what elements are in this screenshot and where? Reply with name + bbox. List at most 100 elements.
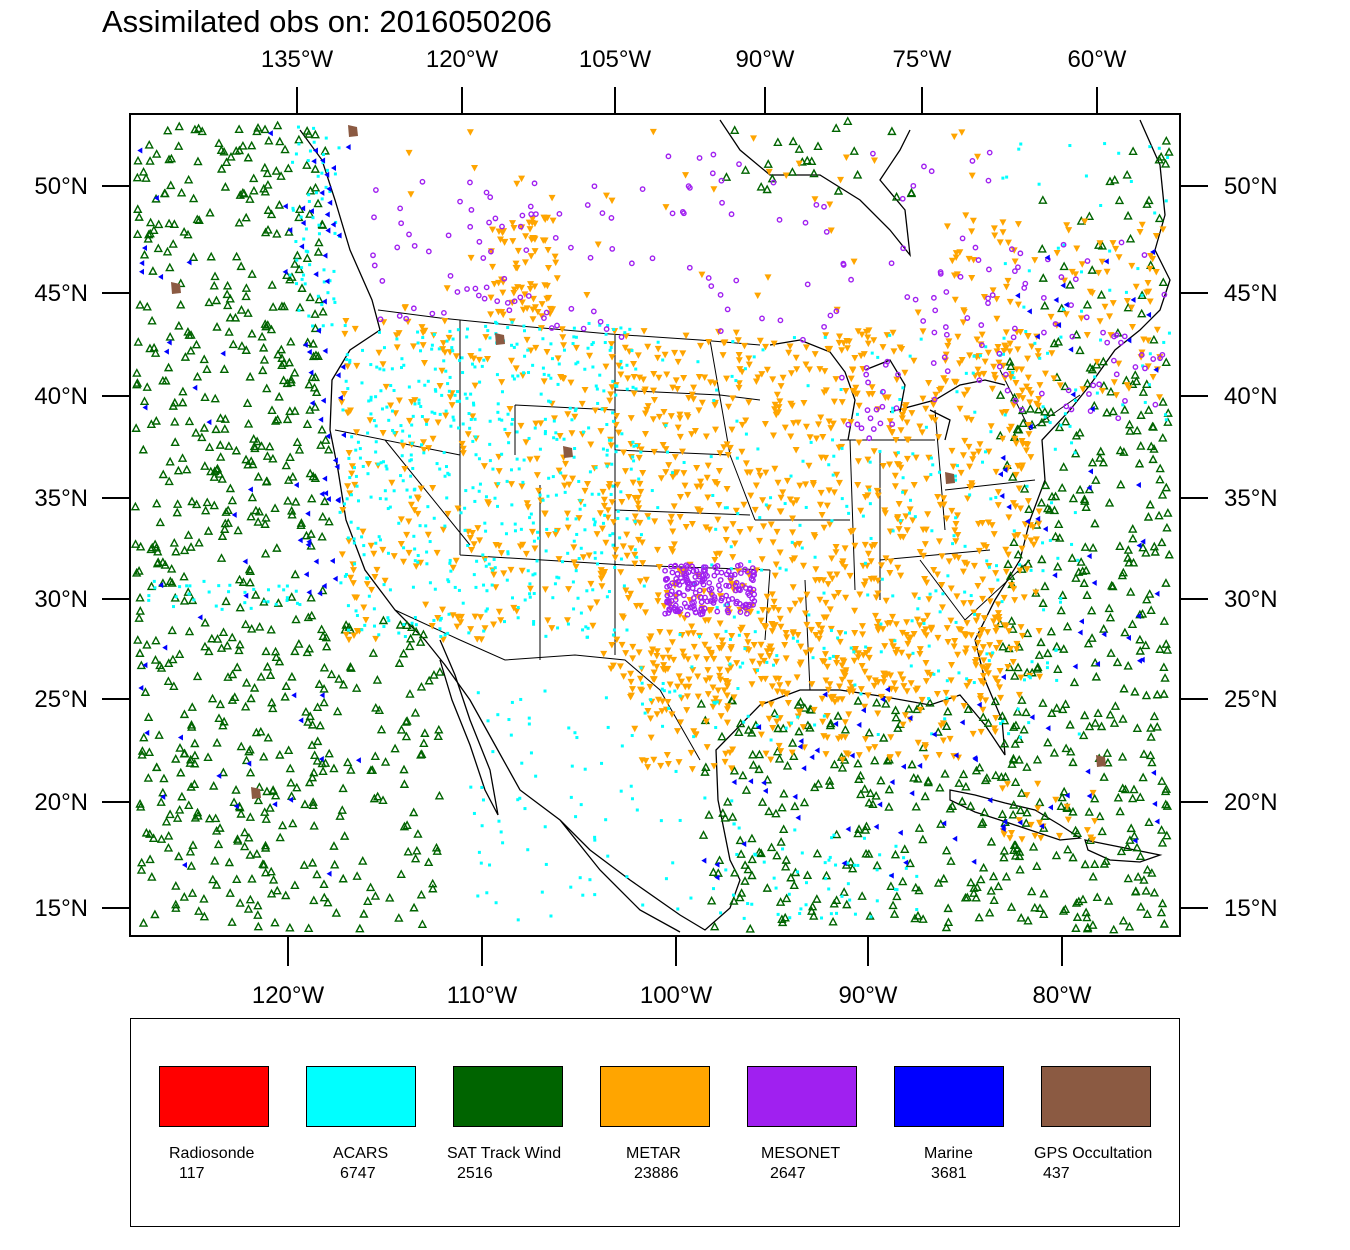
- mesonet-marker: [667, 563, 674, 570]
- sat-track-wind-marker: [860, 784, 870, 793]
- acars-marker: [791, 636, 795, 640]
- acars-marker: [556, 382, 560, 386]
- sat-track-wind-marker: [300, 799, 310, 809]
- metar-marker: [756, 537, 764, 545]
- metar-marker: [688, 431, 696, 438]
- sat-track-wind-marker: [183, 530, 194, 539]
- sat-track-wind-marker: [334, 674, 344, 683]
- mesonet-marker: [523, 247, 530, 254]
- acars-marker: [1059, 600, 1063, 604]
- marine-marker: [1125, 634, 1131, 641]
- metar-marker: [963, 631, 971, 639]
- marine-marker: [220, 350, 226, 357]
- metar-marker: [718, 637, 726, 645]
- sat-track-wind-marker: [943, 706, 953, 716]
- metar-marker: [710, 655, 718, 663]
- metar-marker: [1041, 370, 1049, 378]
- metar-marker: [607, 442, 615, 449]
- sat-track-wind-marker: [166, 563, 177, 573]
- sat-track-wind-marker: [154, 219, 164, 229]
- sat-track-wind-marker: [277, 360, 287, 370]
- metar-marker: [963, 682, 971, 690]
- sat-track-wind-marker: [999, 852, 1009, 862]
- metar-marker: [400, 558, 408, 566]
- acars-marker: [333, 300, 337, 304]
- acars-marker: [581, 628, 585, 632]
- sat-track-wind-marker: [998, 641, 1008, 651]
- sat-track-wind-marker: [1118, 783, 1128, 793]
- sat-track-wind-marker: [261, 476, 272, 486]
- metar-marker: [657, 475, 665, 482]
- acars-marker: [543, 430, 547, 434]
- sat-track-wind-marker: [1162, 801, 1173, 810]
- acars-marker: [451, 349, 455, 353]
- metar-marker: [879, 463, 887, 470]
- metar-marker: [942, 378, 950, 385]
- acars-marker: [1093, 375, 1097, 379]
- acars-marker: [505, 578, 509, 582]
- metar-marker: [468, 530, 476, 537]
- metar-marker: [682, 172, 690, 179]
- metar-marker: [379, 361, 387, 368]
- acars-marker: [303, 282, 307, 286]
- acars-marker: [583, 503, 587, 507]
- metar-marker: [685, 394, 693, 402]
- metar-marker: [644, 708, 652, 715]
- metar-marker: [564, 411, 572, 418]
- acars-marker: [339, 581, 343, 585]
- acars-marker: [995, 564, 999, 568]
- mesonet-marker: [1058, 274, 1065, 280]
- mesonet-marker: [666, 607, 673, 614]
- marine-marker: [306, 589, 312, 596]
- sat-track-wind-marker: [1164, 147, 1174, 156]
- metar-marker: [880, 670, 888, 678]
- metar-marker: [1017, 465, 1025, 472]
- acars-marker: [577, 479, 581, 483]
- metar-marker: [504, 432, 512, 439]
- sat-track-wind-marker: [165, 331, 175, 341]
- acars-marker: [506, 412, 510, 416]
- legend-label: Radiosonde: [169, 1145, 255, 1162]
- sat-track-wind-marker: [245, 850, 255, 859]
- marine-marker: [341, 432, 347, 439]
- metar-marker: [612, 546, 620, 554]
- metar-marker: [1006, 340, 1014, 348]
- metar-marker: [613, 636, 621, 644]
- marine-marker: [907, 715, 913, 722]
- acars-marker: [457, 399, 461, 403]
- acars-marker: [1011, 371, 1015, 375]
- metar-marker: [872, 594, 880, 601]
- acars-marker: [924, 425, 928, 429]
- acars-marker: [832, 833, 836, 837]
- sat-track-wind-marker: [290, 569, 300, 579]
- metar-marker: [1110, 379, 1118, 386]
- sat-track-wind-marker: [206, 466, 216, 476]
- metar-marker: [600, 650, 608, 658]
- metar-marker: [858, 623, 866, 630]
- acars-marker: [1148, 352, 1152, 356]
- metar-marker: [786, 607, 794, 614]
- metar-marker: [610, 519, 618, 526]
- acars-marker: [623, 331, 627, 335]
- sat-track-wind-marker: [1129, 830, 1140, 840]
- sat-track-wind-marker: [986, 885, 996, 895]
- sat-track-wind-marker: [1058, 906, 1069, 915]
- metar-marker: [1112, 392, 1120, 399]
- acars-marker: [760, 568, 764, 572]
- mesonet-marker: [398, 220, 405, 227]
- sat-track-wind-marker: [1128, 533, 1138, 543]
- metar-marker: [968, 275, 976, 282]
- metar-marker: [543, 348, 551, 356]
- acars-marker: [487, 562, 491, 566]
- sat-track-wind-marker: [288, 471, 298, 481]
- metar-marker: [612, 421, 620, 429]
- metar-marker: [466, 535, 474, 542]
- sat-track-wind-marker: [1028, 841, 1039, 851]
- acars-marker: [1038, 356, 1042, 360]
- sat-track-wind-marker: [188, 840, 198, 849]
- metar-marker: [1004, 465, 1012, 472]
- sat-track-wind-marker: [409, 902, 419, 912]
- metar-marker: [417, 485, 425, 493]
- metar-marker: [664, 698, 672, 706]
- acars-marker: [534, 774, 538, 778]
